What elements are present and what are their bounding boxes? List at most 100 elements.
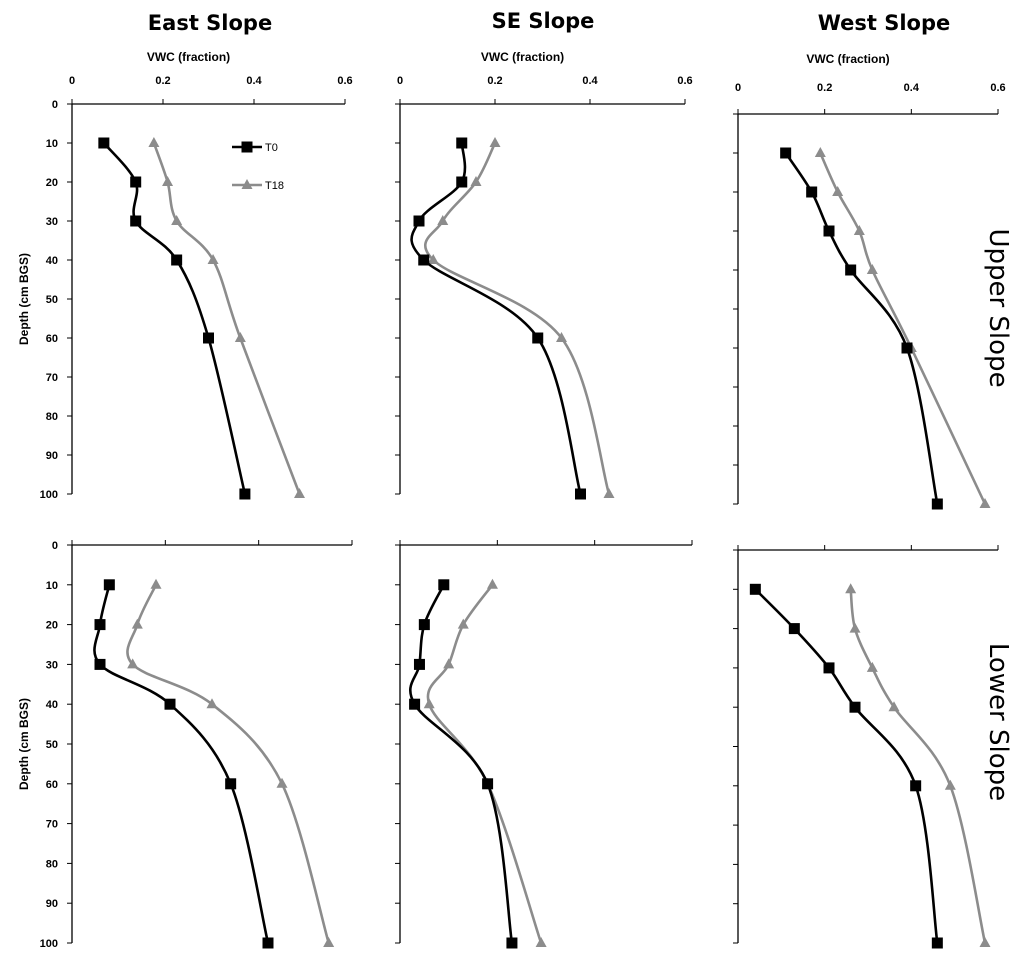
legend: T0 T18: [232, 141, 284, 192]
data-point-t18: [979, 937, 991, 947]
x-tick-label: 0: [735, 82, 741, 94]
x-tick-label: 0.2: [155, 75, 170, 87]
x-tick-label: 0.4: [246, 75, 262, 87]
data-point-t0: [931, 937, 943, 949]
data-point-t18: [603, 488, 615, 498]
data-point-t18: [866, 661, 878, 672]
y-tick-label: 60: [46, 779, 58, 791]
data-point-t0: [845, 264, 857, 276]
data-point-t0: [806, 186, 818, 198]
row-title-lower: Lower Slope: [983, 643, 1013, 801]
series-line-t0: [410, 142, 582, 495]
x-tick-label: 0.2: [817, 82, 832, 94]
y-tick-label: 10: [46, 580, 58, 592]
x-axis-title: VWC (fraction): [147, 50, 230, 64]
data-point-t0: [482, 778, 494, 790]
data-point-t18: [443, 658, 455, 669]
x-tick-label: 0.2: [487, 75, 502, 87]
data-point-t0: [456, 176, 468, 188]
series-line-t18: [424, 142, 611, 495]
data-point-t0: [130, 176, 142, 188]
data-point-t18: [206, 698, 218, 709]
data-point-t0: [130, 215, 142, 227]
data-point-t0: [849, 701, 861, 713]
data-point-t18: [457, 618, 469, 629]
column-title-east: East Slope: [148, 11, 272, 35]
x-tick-label: 0.4: [904, 82, 920, 94]
data-point-t0: [262, 937, 274, 949]
series-line-t0: [754, 588, 939, 944]
data-point-t18: [853, 225, 865, 235]
data-point-t18: [944, 779, 956, 790]
data-point-t18: [162, 176, 174, 186]
data-point-t0: [409, 698, 421, 710]
y-tick-label: 50: [46, 294, 58, 306]
data-point-t18: [832, 186, 844, 196]
chart-panel-1: 0 0.2 0.4 0.6 0 10 20 30 40 50 60 70 80 90 100 VWC (fra…: [17, 50, 353, 501]
data-point-t0: [456, 137, 468, 149]
y-tick-label: 40: [46, 699, 58, 711]
data-point-t0: [532, 332, 544, 344]
y-tick-label: 90: [46, 450, 58, 462]
series-line-t18: [819, 152, 987, 505]
series-line-t18: [426, 584, 543, 944]
x-axis-title: VWC (fraction): [806, 52, 889, 66]
series-line-t18: [126, 584, 330, 944]
data-point-t18: [437, 215, 449, 225]
x-tick-label: 0.4: [582, 75, 598, 87]
data-point-t0: [413, 658, 425, 670]
data-point-t0: [506, 937, 518, 949]
data-point-t0: [94, 619, 106, 631]
data-point-t0: [823, 662, 835, 674]
data-point-t18: [556, 332, 567, 342]
series-line-t0: [102, 142, 247, 495]
data-point-t18: [814, 147, 826, 157]
data-point-t0: [418, 254, 430, 266]
series-line-t0: [409, 584, 514, 944]
y-tick-label: 70: [46, 819, 58, 831]
y-tick-label: 90: [46, 898, 58, 910]
data-point-t18: [294, 488, 305, 498]
data-point-t18: [888, 701, 900, 712]
legend-label-t18: T18: [265, 180, 284, 192]
y-tick-label: 80: [46, 411, 58, 423]
chart-panel-4: 0 10 20 30 40 50 60 70 80 90 100 Depth (cm BGS): [17, 540, 353, 950]
y-tick-label: 100: [40, 489, 58, 501]
data-point-t0: [413, 215, 425, 227]
legend-label-t0: T0: [265, 142, 278, 154]
y-tick-label: 0: [52, 540, 58, 552]
series-line-t18: [152, 142, 301, 495]
x-tick-label: 0.6: [677, 75, 692, 87]
data-point-t18: [148, 137, 160, 147]
data-point-t0: [94, 658, 106, 670]
data-point-t0: [225, 778, 237, 790]
data-point-t0: [780, 147, 792, 159]
y-tick-label: 70: [46, 372, 58, 384]
y-tick-label: 30: [46, 216, 58, 228]
data-point-t18: [427, 254, 439, 264]
data-point-t0: [823, 225, 835, 237]
series-line-t0: [93, 584, 270, 944]
data-point-t18: [849, 622, 861, 633]
data-point-t0: [164, 698, 176, 710]
row-title-upper: Upper Slope: [983, 228, 1013, 387]
data-point-t18: [845, 583, 857, 594]
legend-marker-t18: [241, 179, 253, 189]
x-tick-label: 0: [397, 75, 403, 87]
x-tick-label: 0: [69, 75, 75, 87]
data-point-t18: [486, 578, 498, 589]
data-point-t18: [150, 578, 162, 589]
chart-panel-2: 0 0.2 0.4 0.6 VWC (fraction): [395, 50, 693, 500]
chart-panel-3: 0 0.2 0.4 0.6 VWC (fraction): [733, 52, 1006, 510]
y-tick-label: 80: [46, 858, 58, 870]
y-tick-label: 20: [46, 620, 58, 632]
data-point-t0: [203, 332, 214, 344]
data-point-t18: [470, 176, 482, 186]
data-point-t0: [901, 342, 913, 354]
data-point-t18: [866, 264, 878, 274]
y-axis-title: Depth (cm BGS): [17, 698, 31, 790]
column-title-west: West Slope: [818, 11, 951, 35]
x-tick-label: 0.6: [337, 75, 352, 87]
data-point-t18: [979, 498, 991, 508]
